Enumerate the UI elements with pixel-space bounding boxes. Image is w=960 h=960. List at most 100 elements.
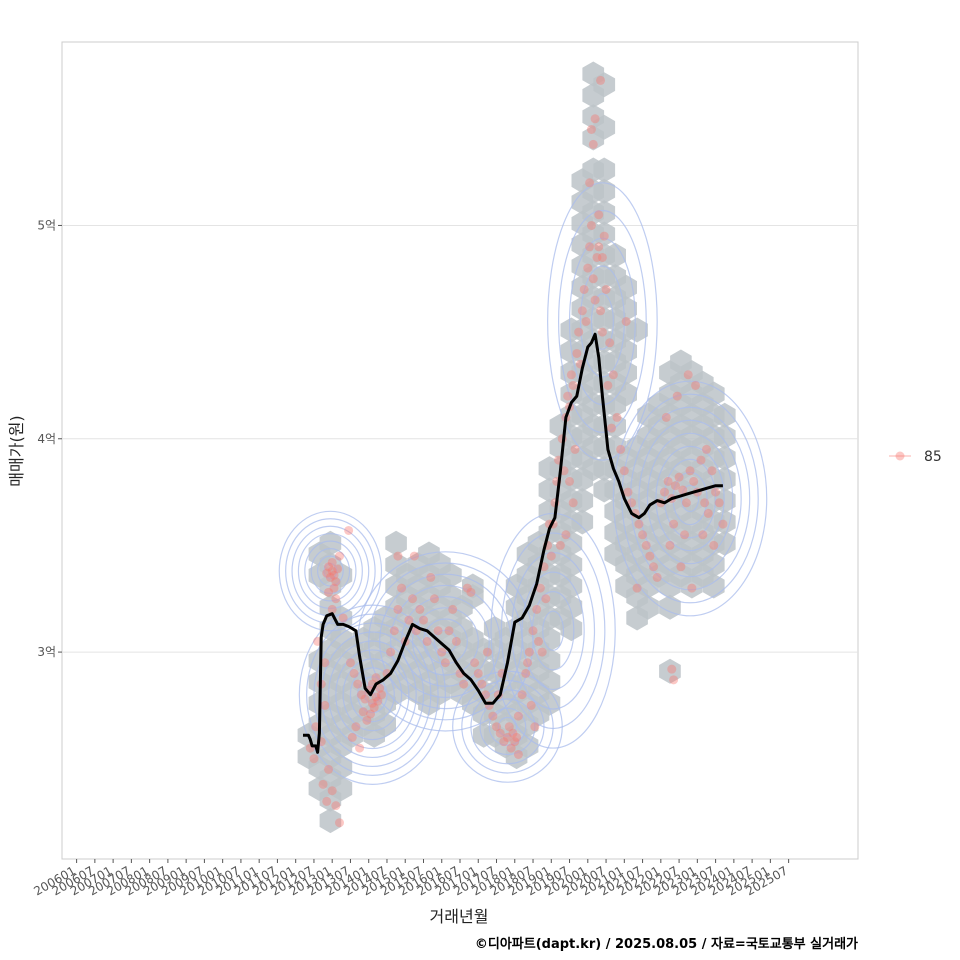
data-point — [440, 658, 450, 668]
hexbin-cell — [713, 402, 736, 428]
data-point — [599, 231, 609, 241]
data-point — [344, 525, 354, 535]
data-point — [537, 647, 547, 657]
hexbin-cell — [713, 488, 736, 514]
data-point — [645, 551, 655, 561]
hexbin-cell — [538, 648, 561, 674]
density-contour-ring — [547, 182, 658, 461]
data-point — [331, 801, 341, 811]
data-point — [528, 626, 538, 636]
data-point — [362, 715, 372, 725]
data-point — [389, 626, 399, 636]
density-contour-ring — [316, 555, 344, 587]
density-contour-ring — [531, 591, 575, 671]
data-point — [508, 728, 518, 738]
data-point — [347, 732, 357, 742]
data-point — [649, 562, 659, 572]
hexbin-cell — [330, 754, 353, 780]
density-contour-ring — [313, 622, 432, 768]
data-point — [566, 370, 576, 380]
density-contour-ring — [364, 685, 381, 705]
hexbin-cell — [560, 616, 583, 642]
hexbin-cell — [374, 712, 396, 738]
density-contour-ring — [511, 551, 596, 710]
y-tick-label: 4억 — [37, 432, 56, 446]
data-point — [659, 487, 669, 497]
data-point — [616, 444, 626, 454]
data-point — [320, 700, 330, 710]
data-point — [703, 508, 713, 518]
data-point — [718, 519, 728, 529]
data-point — [711, 487, 721, 497]
data-point — [563, 391, 573, 401]
data-point — [670, 481, 680, 491]
data-point — [502, 732, 512, 742]
data-point — [322, 568, 332, 578]
density-contour-ring — [335, 649, 410, 741]
scatter-points — [305, 75, 728, 828]
data-point — [709, 540, 719, 550]
density-contour-ring — [422, 618, 468, 665]
density-contour-ring — [488, 707, 527, 746]
density-contour-ring — [621, 393, 759, 604]
y-axis-ticks: 3억 4억 5억 — [37, 218, 62, 659]
data-point — [429, 594, 439, 604]
density-contour-ring — [663, 458, 717, 539]
data-point — [506, 743, 516, 753]
hexbin-cell — [593, 200, 616, 226]
density-contour-ring — [342, 658, 403, 732]
data-point — [641, 540, 651, 550]
data-point — [371, 692, 381, 702]
data-point — [594, 242, 604, 252]
data-point — [612, 412, 622, 422]
trend-line-layer — [303, 332, 723, 754]
hexbin-cell — [538, 669, 561, 695]
data-point — [585, 242, 595, 252]
density-contour-ring — [461, 679, 554, 774]
data-point — [320, 658, 330, 668]
data-point — [596, 75, 606, 85]
hexbin-cell — [702, 381, 725, 407]
density-contour-ring — [497, 716, 518, 737]
data-point — [504, 722, 514, 732]
hexbin-cell — [560, 552, 583, 578]
data-point — [327, 557, 337, 567]
density-contour-ring — [400, 596, 490, 687]
data-point — [512, 732, 522, 742]
density-contour-ring — [590, 293, 614, 350]
density-contour-ring — [542, 610, 565, 651]
data-point — [477, 679, 487, 689]
hexbin-cell — [308, 776, 331, 802]
data-point — [674, 472, 684, 482]
data-point — [482, 647, 492, 657]
data-point — [663, 476, 673, 486]
data-point — [327, 604, 337, 614]
hexbin-cell — [593, 114, 616, 140]
data-point — [676, 562, 686, 572]
data-point — [470, 658, 480, 668]
data-point — [672, 391, 682, 401]
data-point — [583, 263, 593, 273]
density-contour-ring — [521, 571, 585, 691]
y-tick-label: 3억 — [37, 645, 56, 659]
data-point — [418, 615, 428, 625]
density-contour-ring — [323, 562, 338, 580]
data-point — [561, 530, 571, 540]
density-contour-ring — [490, 512, 616, 749]
data-point — [683, 370, 693, 380]
data-point — [608, 370, 618, 380]
density-contour-ring — [390, 584, 501, 699]
density-contour-ring — [327, 640, 417, 750]
density-contour-ring — [612, 380, 768, 617]
density-contour-ring — [646, 432, 734, 565]
data-point — [521, 668, 531, 678]
data-point — [546, 551, 556, 561]
hexbin-cell — [615, 360, 637, 386]
data-point — [652, 572, 662, 582]
data-point — [345, 658, 355, 668]
data-point — [592, 252, 602, 262]
data-point — [586, 124, 596, 134]
data-point — [408, 594, 418, 604]
data-point — [335, 818, 345, 828]
